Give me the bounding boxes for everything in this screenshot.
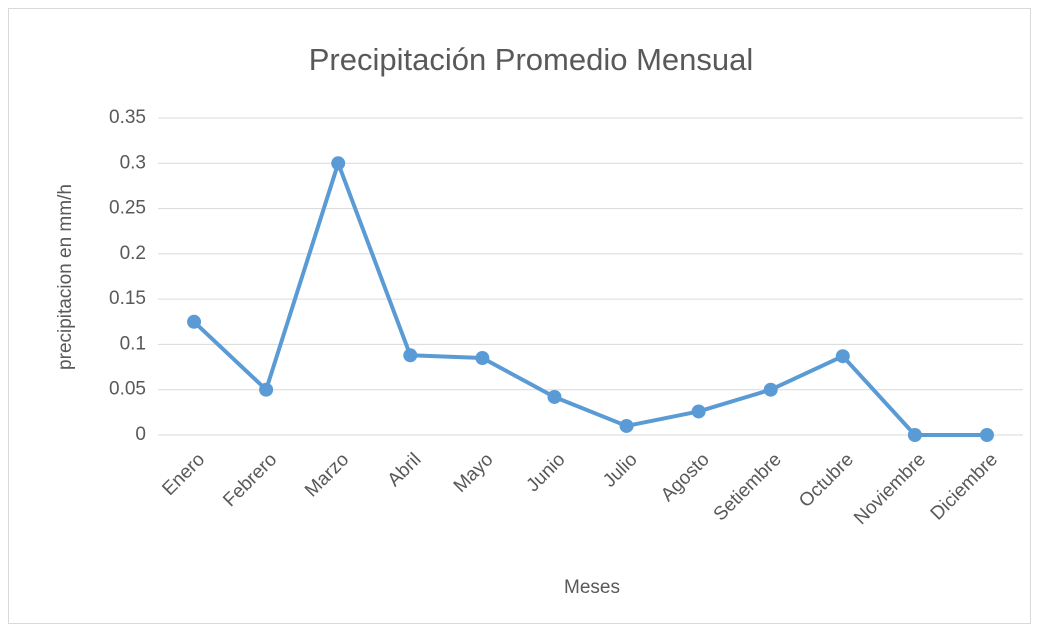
x-axis-title: Meses	[564, 577, 620, 598]
data-point	[619, 418, 634, 433]
data-point	[475, 351, 490, 366]
data-point	[403, 348, 418, 363]
y-tick-label: 0.25	[109, 198, 146, 219]
y-tick-label: 0.15	[109, 288, 146, 309]
y-tick-label: 0	[135, 424, 146, 445]
y-tick-label: 0.35	[109, 107, 146, 128]
y-tick-label: 0.2	[120, 243, 146, 264]
data-line	[192, 161, 987, 437]
data-point	[691, 404, 706, 419]
data-point	[259, 382, 274, 397]
data-point	[331, 156, 346, 171]
data-point	[763, 382, 778, 397]
y-tick-label: 0.1	[120, 333, 146, 354]
data-point	[835, 349, 850, 364]
data-point	[547, 389, 562, 404]
chart-title: Precipitación Promedio Mensual	[309, 42, 754, 77]
data-point	[907, 428, 922, 442]
data-point	[979, 428, 994, 442]
y-axis-title: precipitacion en mm/h	[55, 184, 76, 370]
y-tick-label: 0.05	[109, 379, 146, 400]
chart-border	[8, 8, 1031, 624]
y-tick-label: 0.3	[120, 152, 146, 173]
data-point	[187, 314, 202, 329]
